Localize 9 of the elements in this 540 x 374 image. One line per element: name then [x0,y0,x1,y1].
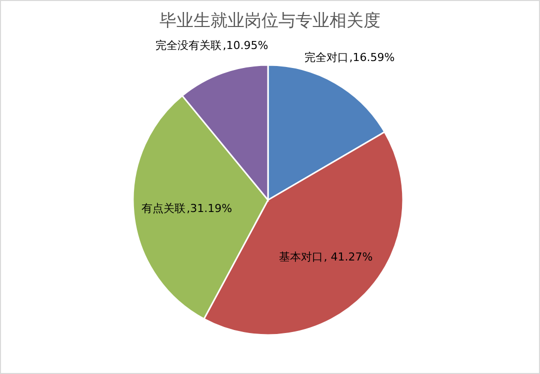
data-label: ,31.19% [186,202,232,215]
data-label: , 41.27% [324,250,373,264]
slice-label: 完全没有关联 [156,38,222,52]
data-label: ,16.59% [349,51,395,64]
slice-label: 完全对口 [304,51,348,64]
chart-title: 毕业生就业岗位与专业相关度 [160,11,380,31]
data-label: ,10.95% [222,38,268,52]
slice-label: 基本对口 [278,250,323,264]
slice-label: 有点关联 [142,202,186,215]
